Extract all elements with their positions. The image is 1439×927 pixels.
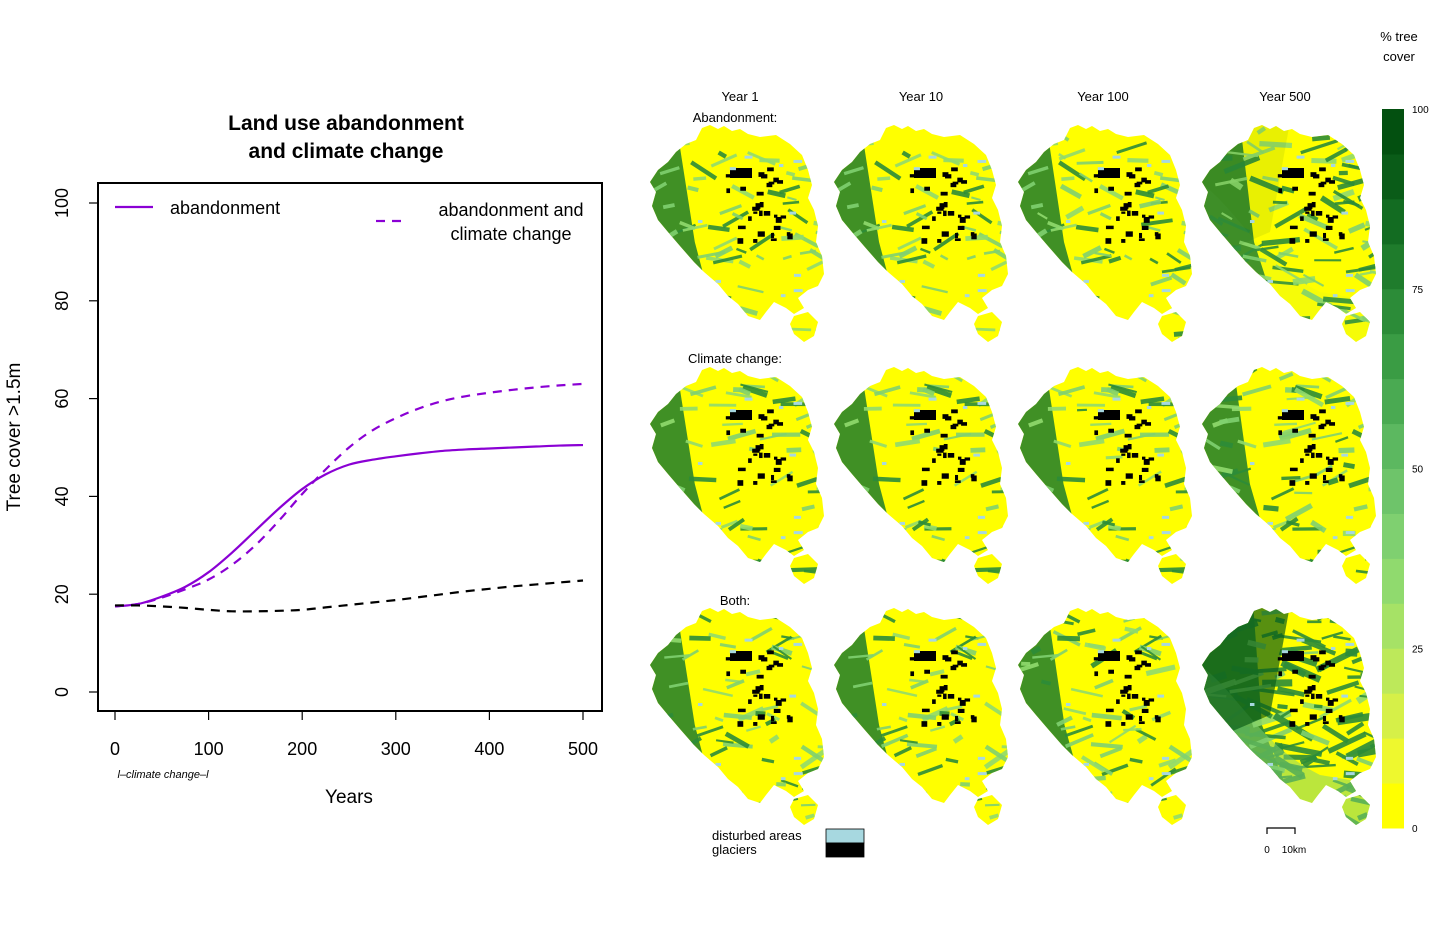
map-panel — [1200, 362, 1406, 596]
legend-label-abandonment: abandonment — [170, 198, 280, 218]
series-lines — [115, 384, 583, 612]
y-axis-label: Tree cover >1.5m — [4, 363, 25, 512]
colorbar-bin — [1382, 154, 1404, 199]
map-panel — [832, 122, 1027, 342]
column-title: Year 10 — [899, 89, 943, 104]
line-legend: abandonment abandonment and climate change — [115, 198, 584, 244]
x-tick-label: 100 — [194, 739, 224, 759]
colorbar-bin — [1382, 109, 1404, 154]
row-title: Both: — [720, 593, 750, 608]
map-panel — [832, 605, 1025, 829]
colorbar-tick-label: 25 — [1412, 644, 1424, 655]
map-grid: Year 1 Year 10 Year 100 Year 500 Abandonment… — [648, 89, 1407, 838]
colorbar-bin — [1382, 558, 1404, 603]
colorbar-bin — [1382, 513, 1404, 558]
legend-label: glaciers — [712, 842, 757, 857]
y-tick-label: 20 — [52, 584, 72, 604]
map-panel — [1016, 122, 1214, 342]
scale-bar-label: 10km — [1282, 845, 1306, 856]
map-panel — [1200, 594, 1405, 838]
y-tick-label: 60 — [52, 389, 72, 409]
colorbar-tick-label: 0 — [1412, 824, 1418, 835]
series-line-2 — [115, 384, 583, 606]
colorbar-tick-label: 100 — [1412, 105, 1429, 116]
x-tick-label: 200 — [287, 739, 317, 759]
row-title: Abandonment: — [693, 110, 778, 125]
legend-label: disturbed areas — [712, 828, 802, 843]
colorbar-bin — [1382, 469, 1404, 514]
colorbar-tick-label: 75 — [1412, 285, 1424, 296]
column-title: Year 500 — [1259, 89, 1311, 104]
colorbar-tick-label: 50 — [1412, 465, 1424, 476]
series-line-3 — [115, 581, 583, 612]
y-tick-label: 0 — [52, 687, 72, 697]
colorbar-bin — [1382, 244, 1404, 289]
scale-bar-label: 0 — [1264, 845, 1270, 856]
column-title: Year 100 — [1077, 89, 1129, 104]
y-tick-label: 100 — [52, 188, 72, 218]
series-line-1 — [115, 445, 583, 606]
x-tick-label: 500 — [568, 739, 598, 759]
map-panel — [1200, 120, 1407, 344]
x-axis: 0 100 200 300 400 500 — [110, 711, 598, 759]
map-panel — [832, 364, 1036, 591]
map-panel — [1016, 605, 1210, 831]
y-tick-label: 40 — [52, 486, 72, 506]
colorbar-bin — [1382, 289, 1404, 334]
scale-bar: 0 10km — [1264, 828, 1306, 856]
x-axis-label: Years — [325, 787, 373, 808]
legend-label-both: abandonment and climate change — [438, 200, 583, 244]
scale-bar-line — [1267, 828, 1295, 834]
colorbar: % tree cover 0 25 50 75 100 — [1380, 29, 1429, 835]
x-tick-label: 400 — [474, 739, 504, 759]
y-axis: 0 20 40 60 80 100 — [52, 188, 98, 697]
map-panel — [648, 122, 843, 342]
colorbar-bin — [1382, 424, 1404, 469]
legend-swatch — [826, 829, 864, 843]
row-title: Climate change: — [688, 351, 782, 366]
colorbar-title: % tree cover — [1380, 29, 1418, 64]
colorbar-bin — [1382, 379, 1404, 424]
column-title: Year 1 — [721, 89, 758, 104]
map-panel — [648, 605, 838, 829]
colorbar-bin — [1382, 199, 1404, 244]
map-panel — [648, 364, 852, 591]
y-tick-label: 80 — [52, 291, 72, 311]
climate-change-annotation: l–climate change–l — [117, 769, 209, 781]
colorbar-bin — [1382, 693, 1404, 738]
colorbar-bin — [1382, 334, 1404, 379]
x-tick-label: 300 — [381, 739, 411, 759]
x-tick-label: 0 — [110, 739, 120, 759]
colorbar-bin — [1382, 648, 1404, 693]
colorbar-bin — [1382, 738, 1404, 783]
colorbar-bin — [1382, 783, 1404, 828]
chart-title: Land use abandonment and climate change — [228, 112, 464, 163]
line-chart: Land use abandonment and climate change 0… — [4, 112, 602, 808]
map-panel — [1016, 364, 1220, 591]
colorbar-bin — [1382, 603, 1404, 648]
legend-swatch — [826, 843, 864, 857]
